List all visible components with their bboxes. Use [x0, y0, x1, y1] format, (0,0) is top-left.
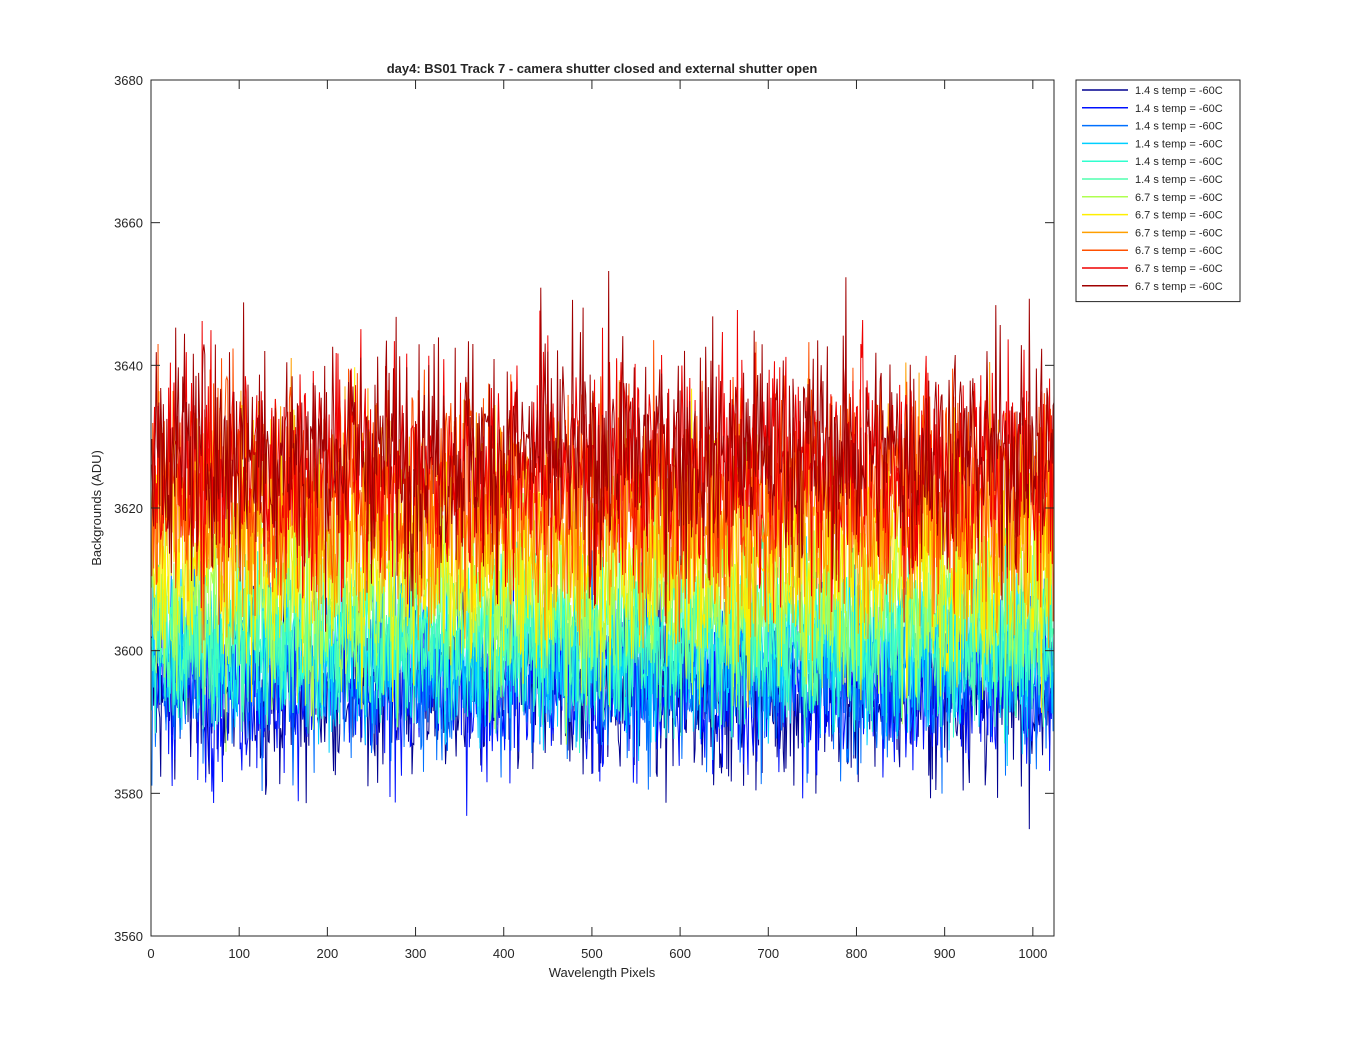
y-tick-label: 3600 [114, 644, 143, 659]
y-axis: 3560 3580 3600 3620 3640 3660 3680 [114, 73, 1054, 944]
x-tick-label: 700 [757, 946, 779, 961]
legend-entry-label: 1.4 s temp = -60C [1135, 156, 1223, 168]
series-layer [151, 270, 1054, 830]
legend-entry-label: 1.4 s temp = -60C [1135, 174, 1223, 186]
x-tick-label: 200 [317, 946, 339, 961]
y-axis-label: Backgrounds (ADU) [89, 450, 104, 566]
y-tick-label: 3560 [114, 929, 143, 944]
x-tick-label: 800 [846, 946, 868, 961]
y-tick-label: 3680 [114, 73, 143, 88]
x-axis-label: Wavelength Pixels [549, 965, 656, 980]
legend-entry-label: 1.4 s temp = -60C [1135, 138, 1223, 150]
plot-area [150, 79, 1055, 937]
x-tick-label: 400 [493, 946, 515, 961]
series-line-12 [151, 270, 1054, 632]
y-tick-label: 3660 [114, 216, 143, 231]
x-tick-label: 0 [147, 946, 154, 961]
y-tick-label: 3640 [114, 358, 143, 373]
legend-entry-label: 6.7 s temp = -60C [1135, 263, 1223, 275]
chart-title: day4: BS01 Track 7 - camera shutter clos… [387, 61, 818, 76]
x-tick-label: 900 [934, 946, 956, 961]
legend-entry-label: 1.4 s temp = -60C [1135, 121, 1223, 133]
legend-entry-label: 6.7 s temp = -60C [1135, 245, 1223, 257]
y-tick-label: 3580 [114, 786, 143, 801]
x-axis: 0 100 200 300 400 500 600 700 800 900 1000 [147, 80, 1047, 961]
legend-box [1075, 79, 1241, 303]
legend-entry-label: 6.7 s temp = -60C [1135, 281, 1223, 293]
legend-entry-label: 6.7 s temp = -60C [1135, 192, 1223, 204]
series-line-11 [151, 310, 1054, 623]
legend: 1.4 s temp = -60C 1.4 s temp = -60C 1.4 s … [1075, 79, 1241, 303]
x-tick-label: 1000 [1018, 946, 1047, 961]
legend-entry-label: 1.4 s temp = -60C [1135, 103, 1223, 115]
x-tick-label: 300 [405, 946, 427, 961]
legend-entry-label: 6.7 s temp = -60C [1135, 227, 1223, 239]
x-tick-label: 600 [669, 946, 691, 961]
legend-entry-label: 6.7 s temp = -60C [1135, 210, 1223, 222]
x-tick-label: 100 [228, 946, 250, 961]
x-tick-label: 500 [581, 946, 603, 961]
y-tick-label: 3620 [114, 501, 143, 516]
legend-entry-label: 1.4 s temp = -60C [1135, 85, 1223, 97]
